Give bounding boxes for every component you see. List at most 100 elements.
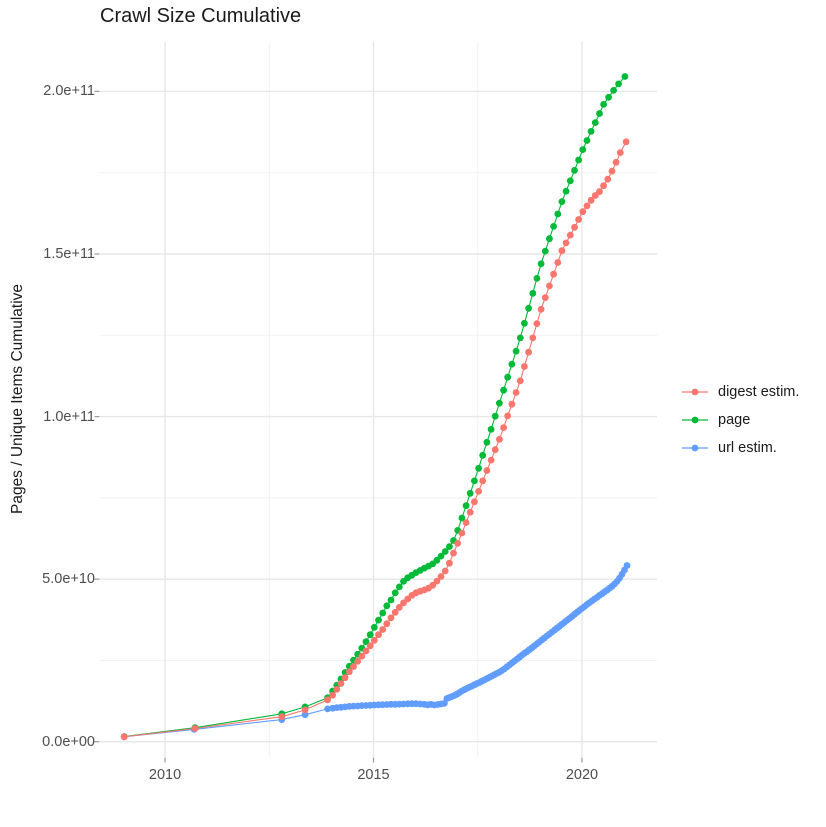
data-point [391, 608, 399, 616]
legend-label: url estim. [718, 440, 777, 456]
data-point [529, 334, 537, 342]
data-point [446, 559, 453, 567]
data-point [441, 567, 449, 575]
data-point [521, 363, 528, 370]
data-point [546, 235, 553, 243]
data-point [521, 319, 528, 327]
data-point [120, 733, 128, 741]
data-point [429, 581, 437, 589]
data-point [395, 604, 403, 611]
data-point [324, 696, 331, 704]
x-tick-label: 2010 [148, 767, 182, 783]
data-point [596, 188, 603, 196]
data-point [508, 400, 516, 408]
data-point [466, 489, 474, 497]
grid-major [100, 42, 657, 757]
data-point [383, 620, 391, 628]
data-point [301, 706, 309, 714]
data-point [375, 631, 382, 639]
data-point [333, 686, 341, 693]
legend-item-digest-estim-: digest estim. [681, 384, 799, 400]
data-point [475, 464, 482, 472]
data-point [450, 549, 457, 557]
data-point [301, 711, 309, 719]
data-point [337, 680, 345, 687]
y-tick-label: 0.0e+00 [42, 733, 95, 750]
legend-key-dot [691, 416, 699, 424]
data-point [575, 156, 582, 164]
data-point [533, 320, 541, 327]
data-point [324, 705, 331, 713]
data-point [600, 182, 607, 190]
data-point [491, 412, 499, 420]
series-points-url-estim- [120, 562, 631, 741]
data-point [610, 87, 617, 94]
x-tick-label: 2015 [357, 767, 390, 783]
data-point [550, 270, 557, 278]
data-point [616, 149, 624, 157]
legend-label: page [718, 412, 751, 428]
data-point [441, 548, 449, 555]
data-point [546, 282, 553, 290]
data-point [537, 260, 545, 268]
data-point [533, 275, 541, 282]
data-point [496, 435, 503, 443]
data-point [350, 663, 357, 670]
grid-minor [100, 42, 657, 757]
data-point [362, 647, 370, 655]
data-point [358, 652, 366, 660]
data-point [587, 196, 595, 204]
data-point [623, 562, 631, 569]
data-point [529, 289, 537, 297]
data-point [496, 399, 503, 407]
data-point [612, 158, 620, 166]
legend-label: digest estim. [718, 384, 800, 400]
data-point [622, 138, 630, 146]
data-point [604, 175, 612, 183]
data-point [462, 519, 470, 526]
data-point [554, 259, 562, 266]
y-tick-label: 1.5e+11 [43, 245, 95, 262]
series-line-digest-estim- [124, 141, 627, 738]
data-point [500, 424, 507, 431]
data-point [366, 631, 374, 639]
data-point [491, 446, 499, 454]
y-axis-label: Pages / Unique Items Cumulative [9, 283, 26, 515]
series-points-digest-estim- [120, 138, 630, 741]
legend-key-icon [682, 444, 708, 452]
legend-item-page: page [681, 412, 799, 428]
data-point [278, 713, 286, 721]
data-point [579, 208, 587, 216]
chart-title: Crawl Size Cumulative [100, 5, 302, 27]
data-point [583, 202, 591, 210]
data-point [454, 540, 462, 547]
data-point [483, 438, 491, 446]
data-point [446, 543, 453, 550]
data-point [504, 412, 512, 420]
data-point [379, 609, 387, 617]
data-point [487, 456, 495, 464]
data-point [458, 529, 466, 537]
data-point [370, 623, 378, 631]
y-tick-label: 2.0e+11 [43, 83, 95, 100]
data-point [541, 294, 549, 301]
legend-item-url-estim-: url estim. [681, 440, 799, 456]
data-point [391, 589, 399, 597]
data-point [362, 638, 370, 645]
y-tick-label: 1.0e+11 [43, 408, 95, 425]
legend: digest estim. page url estim. [681, 384, 799, 468]
data-point [608, 167, 616, 175]
data-point [437, 552, 445, 560]
legend-key-icon [682, 416, 708, 424]
data-point [558, 247, 566, 255]
data-point [591, 119, 599, 126]
x-tick-label: 2020 [565, 767, 599, 783]
data-point [345, 668, 353, 676]
data-point [500, 386, 507, 394]
series-line-url-estim- [124, 565, 628, 738]
data-point [483, 467, 491, 474]
data-point [512, 389, 520, 396]
axis-tick-marks [94, 90, 583, 763]
data-point [579, 146, 587, 154]
data-point [516, 334, 524, 342]
